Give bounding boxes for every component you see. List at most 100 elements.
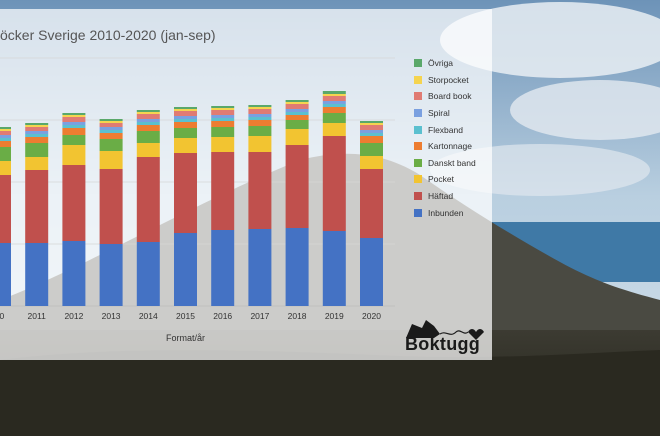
bar-segment xyxy=(99,123,123,127)
legend-label: Flexband xyxy=(428,124,463,135)
bar-segment xyxy=(248,126,272,136)
bar-segment xyxy=(99,119,123,121)
bar-segment xyxy=(62,122,86,125)
bar-segment xyxy=(285,115,309,120)
bar-segment xyxy=(285,228,309,306)
legend-item: Häftad xyxy=(414,188,476,205)
bar-segment xyxy=(99,121,123,123)
bar-segment xyxy=(25,170,49,243)
bar-segment xyxy=(360,156,383,169)
bar-segment xyxy=(360,125,383,130)
bar-segment xyxy=(99,139,123,151)
legend-swatch xyxy=(414,59,422,68)
x-tick-label: 2016 xyxy=(213,311,232,321)
bar-segment xyxy=(211,115,235,118)
bar-segment xyxy=(136,157,160,242)
bar-segment xyxy=(211,127,235,137)
bar-segment xyxy=(99,133,123,139)
bar-segment xyxy=(136,131,160,143)
bar-segment xyxy=(322,104,346,107)
chart-legend: Övriga Storpocket Board book Spiral Flexband… xyxy=(414,55,476,221)
x-tick-label: 2020 xyxy=(362,311,381,321)
bar-segment xyxy=(62,145,86,165)
bar-segment xyxy=(285,129,309,145)
legend-label: Inbunden xyxy=(428,207,464,218)
chart-title: öcker Sverige 2010-2020 (jan-sep) xyxy=(0,27,216,43)
bar-segment xyxy=(360,121,383,123)
bar-segment xyxy=(174,233,197,306)
x-tick-label: 2018 xyxy=(288,311,307,321)
legend-item: Spiral xyxy=(414,105,476,122)
bar-segment xyxy=(25,134,49,137)
bar-segment xyxy=(174,138,197,153)
legend-swatch xyxy=(414,158,422,167)
legend-item: Övriga xyxy=(414,55,476,72)
bar-segment xyxy=(136,119,160,122)
bar-segment xyxy=(248,120,272,126)
bar-segment xyxy=(62,113,86,115)
bar-segment xyxy=(174,119,197,122)
legend-label: Häftad xyxy=(428,191,454,202)
legend-swatch xyxy=(414,75,422,84)
bar-segment xyxy=(248,107,272,109)
bar-segment xyxy=(174,107,197,109)
bar-segment xyxy=(62,241,86,306)
legend-swatch xyxy=(414,192,422,201)
x-tick-label: 2011 xyxy=(28,311,47,321)
bar-segment xyxy=(0,131,11,135)
bar-segment xyxy=(322,231,346,306)
bar-segment xyxy=(360,133,383,136)
bar-segment xyxy=(322,113,346,123)
legend-item: Pocket xyxy=(414,171,476,188)
bar-segment xyxy=(99,244,123,306)
x-tick-label: 10 xyxy=(0,311,4,321)
logo-text: Boktugg xyxy=(405,334,481,354)
bar-segment xyxy=(136,110,160,112)
bar-segment xyxy=(0,135,11,138)
bar-segment xyxy=(174,116,197,119)
x-axis-label: Format/år xyxy=(166,333,206,343)
bar-segment xyxy=(25,143,49,157)
x-tick-label: 2014 xyxy=(139,311,158,321)
x-tick-label: 2019 xyxy=(325,311,344,321)
bar-segment xyxy=(285,120,309,129)
legend-label: Pocket xyxy=(428,174,454,185)
bar-segment xyxy=(62,115,86,117)
x-tick-label: 2017 xyxy=(250,311,269,321)
bar-segment xyxy=(248,152,272,229)
x-tick-label: 2015 xyxy=(176,311,195,321)
bar-segment xyxy=(248,117,272,120)
bar-segment xyxy=(0,161,11,175)
boktugg-logo-icon xyxy=(406,320,484,340)
bar-segment xyxy=(136,112,160,114)
bar-segment xyxy=(211,137,235,152)
bar-segment xyxy=(174,111,197,116)
bar-segment xyxy=(285,112,309,115)
bar-segment xyxy=(360,169,383,238)
bar-segment xyxy=(0,147,11,161)
bar-segment xyxy=(248,136,272,152)
bar-segment xyxy=(248,105,272,107)
bar-segment xyxy=(99,127,123,130)
legend-label: Board book xyxy=(428,91,472,102)
bar-segment xyxy=(136,114,160,119)
legend-label: Kartonnage xyxy=(428,141,472,152)
bar-segment xyxy=(211,118,235,121)
bar-segment xyxy=(0,127,11,129)
bar-segment xyxy=(25,125,49,127)
bar-segment xyxy=(174,128,197,138)
bar-segment xyxy=(211,108,235,110)
legend-item: Danskt band xyxy=(414,155,476,172)
legend-item: Flexband xyxy=(414,121,476,138)
bar-segment xyxy=(322,96,346,101)
legend-item: Inbunden xyxy=(414,204,476,221)
bar-segment xyxy=(136,242,160,306)
legend-item: Board book xyxy=(414,88,476,105)
bar-segment xyxy=(174,122,197,128)
bar-segment xyxy=(211,121,235,127)
bar-segment xyxy=(322,136,346,231)
legend-label: Danskt band xyxy=(428,157,476,168)
bar-segment xyxy=(285,104,309,109)
bar-segment xyxy=(360,136,383,143)
bar-segment xyxy=(322,107,346,113)
